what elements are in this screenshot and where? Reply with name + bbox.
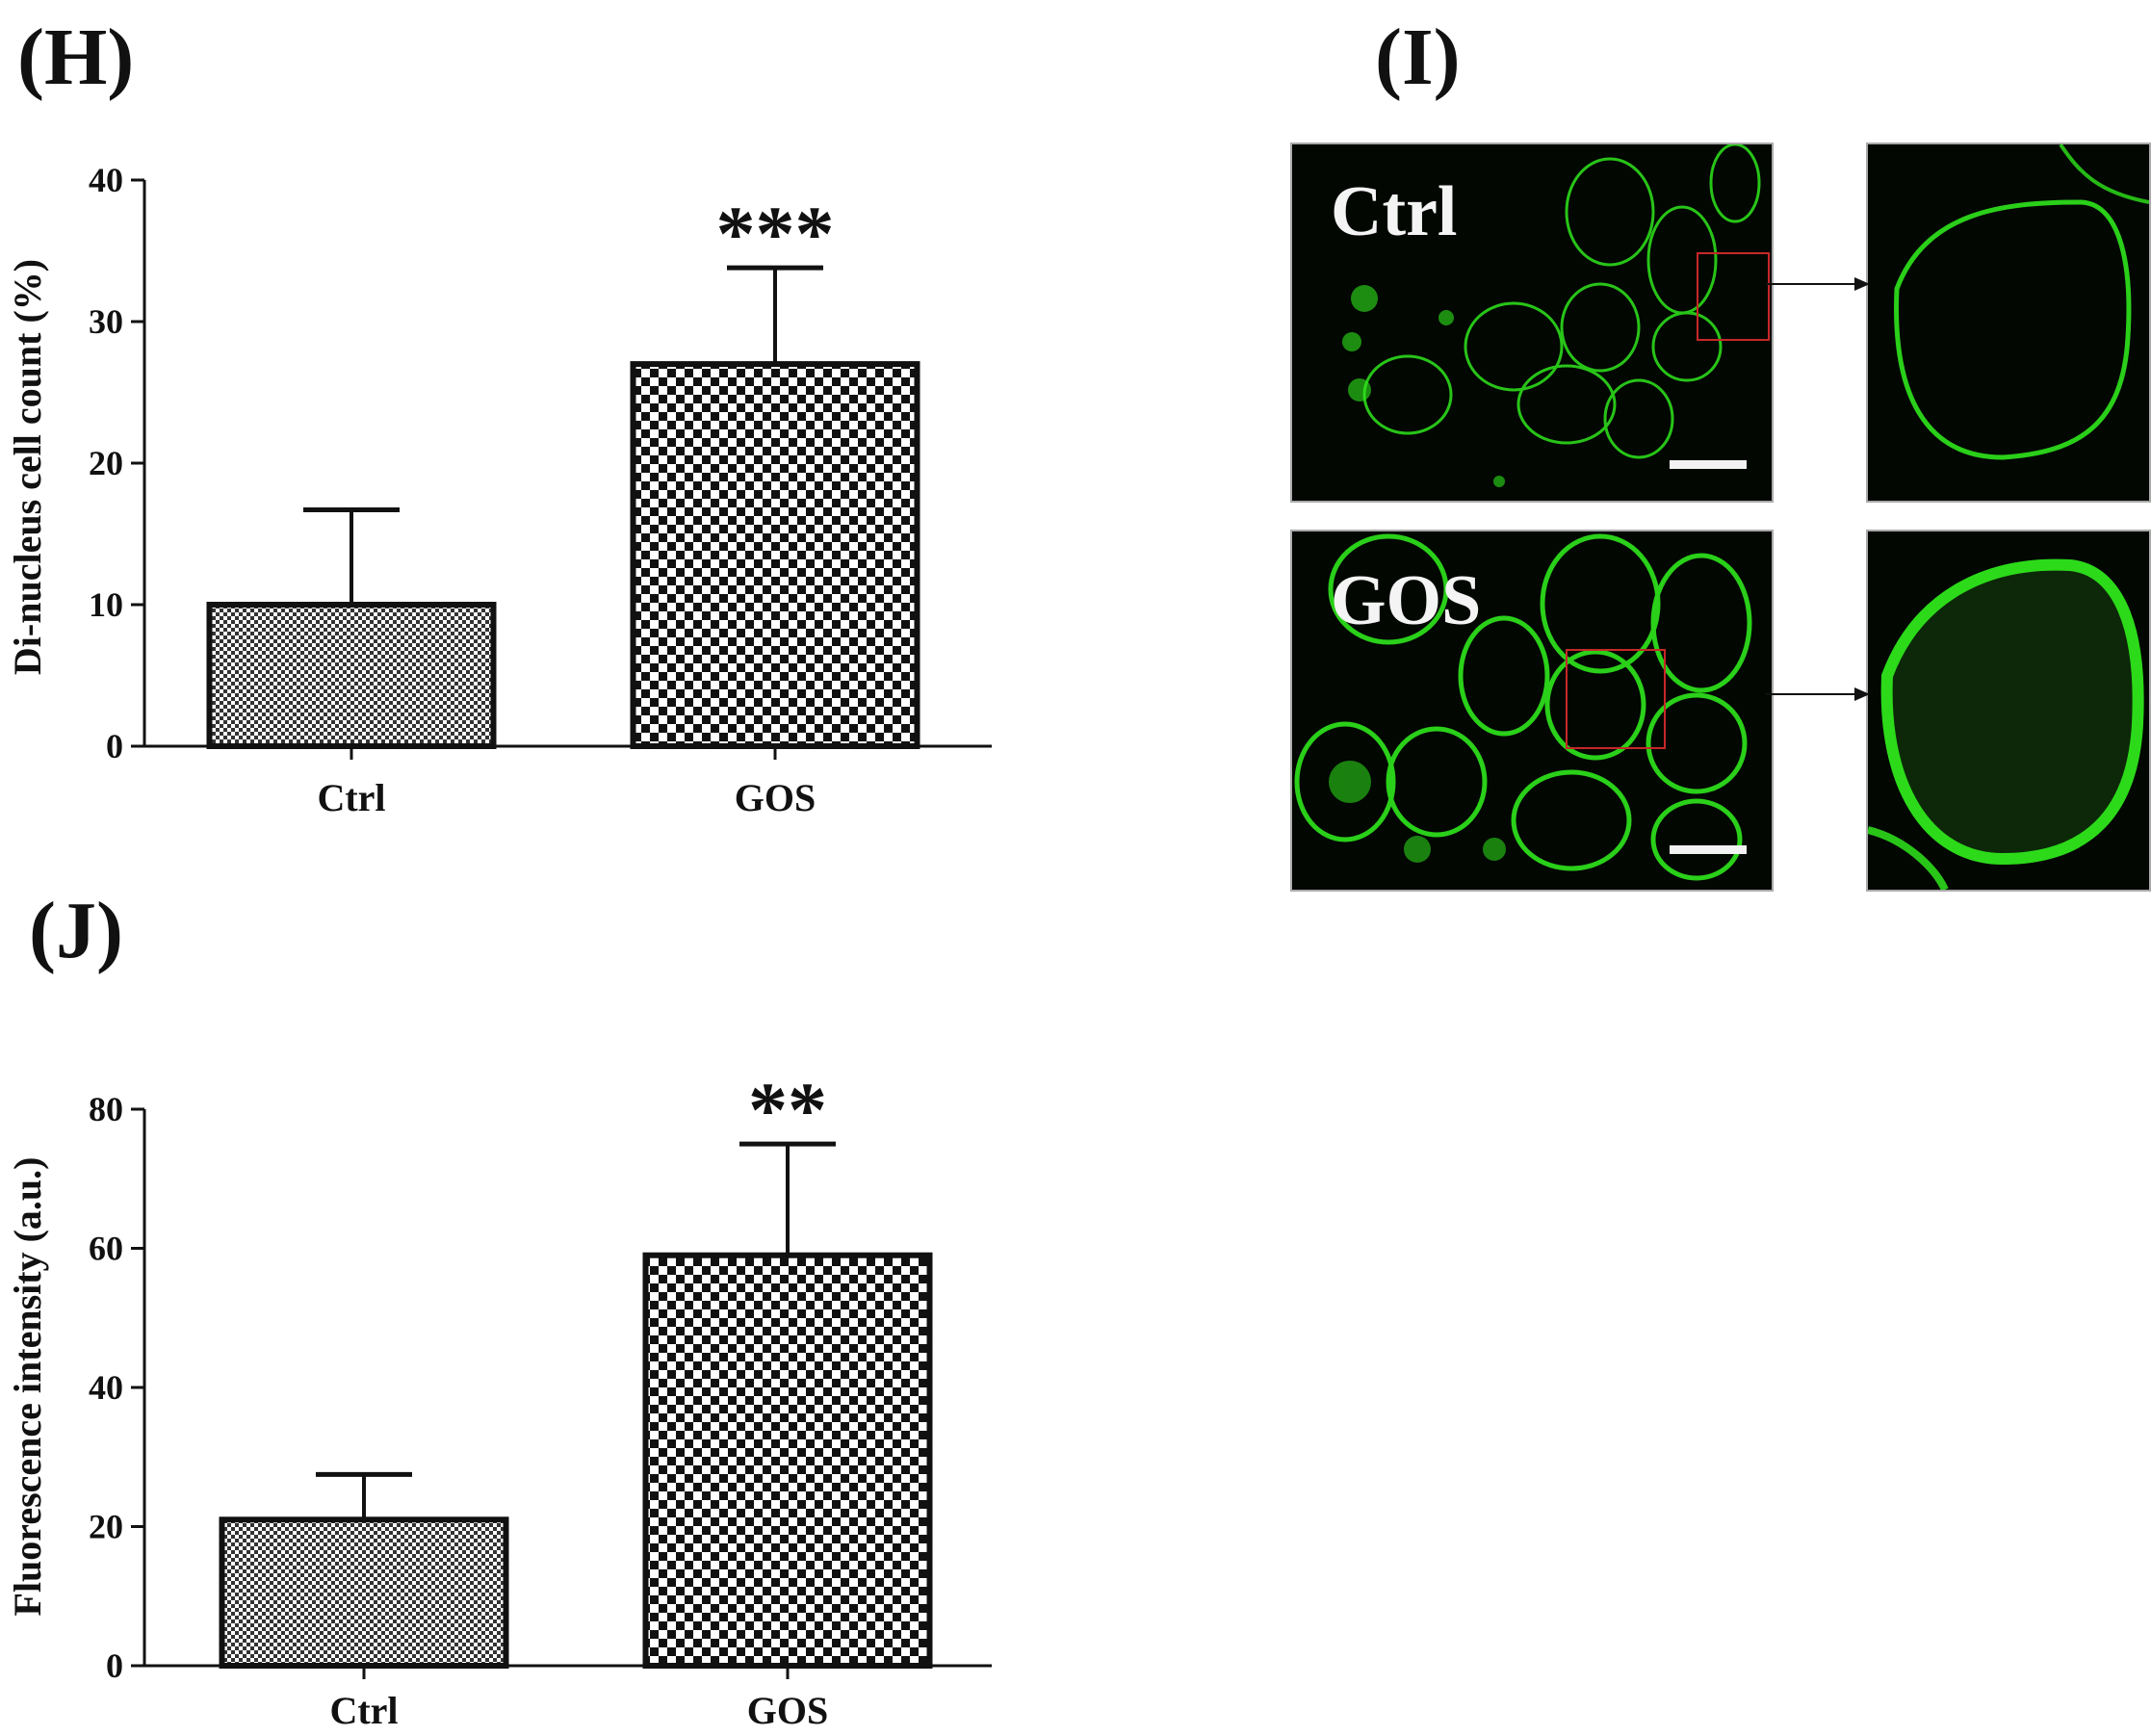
panel-label-h: (H) bbox=[17, 13, 135, 102]
y-tick-label: 40 bbox=[89, 161, 123, 199]
x-tick-label: Ctrl bbox=[329, 1689, 398, 1732]
y-tick-label: 20 bbox=[89, 1508, 123, 1546]
y-tick-label: 10 bbox=[89, 585, 123, 624]
y-axis-label: Fluorescence intensity (a.u.) bbox=[6, 1157, 49, 1617]
y-axis-label: Di-nucleus cell count (%) bbox=[6, 259, 49, 675]
cell-membrane-zoom-ctrl bbox=[1894, 144, 2149, 460]
x-tick-label: Ctrl bbox=[317, 776, 385, 819]
micrograph-label-gos: GOS bbox=[1331, 561, 1482, 640]
y-tick-label: 80 bbox=[89, 1090, 123, 1128]
scale-bar-ctrl bbox=[1670, 460, 1747, 469]
roi-box-gos bbox=[1566, 649, 1666, 749]
panel-label-i: (I) bbox=[1375, 13, 1461, 102]
cell-membrane-zoom-gos bbox=[1868, 558, 2144, 890]
bar-chart-h: 0 10 20 30 40 Di-nucleus cell count (%) Ctrl GO… bbox=[6, 161, 992, 819]
x-tick-label: GOS bbox=[735, 776, 816, 819]
zoom-arrow-gos bbox=[1766, 687, 1870, 701]
y-tick-label: 0 bbox=[106, 1646, 123, 1685]
cell-membrane-stain-ctrl bbox=[1342, 144, 1761, 487]
zoom-arrow-ctrl bbox=[1766, 277, 1870, 291]
cell-membrane-stain-gos bbox=[1294, 533, 1752, 881]
roi-box-ctrl bbox=[1697, 252, 1770, 341]
bar-gos bbox=[642, 1252, 933, 1669]
x-tick-label: GOS bbox=[747, 1689, 828, 1732]
y-tick-label: 30 bbox=[89, 302, 123, 341]
micrograph-gos: GOS bbox=[1290, 530, 1774, 892]
micrograph-label-ctrl: Ctrl bbox=[1331, 172, 1458, 251]
bar-ctrl bbox=[219, 1516, 509, 1669]
micrograph-gos-zoom bbox=[1866, 530, 2151, 892]
bar-chart-j: 0 20 40 60 80 Fluorescence intensity (a.u.) Ct… bbox=[6, 1066, 992, 1732]
y-tick-label: 40 bbox=[89, 1368, 123, 1407]
bar-ctrl bbox=[206, 602, 497, 749]
bar-gos bbox=[630, 361, 920, 749]
micrograph-ctrl: Ctrl bbox=[1290, 143, 1774, 503]
y-tick-label: 60 bbox=[89, 1230, 123, 1268]
significance-marker: *** bbox=[716, 190, 835, 277]
scale-bar-gos bbox=[1670, 845, 1747, 854]
panel-label-j: (J) bbox=[29, 886, 123, 975]
y-tick-label: 0 bbox=[106, 727, 123, 765]
significance-marker: ** bbox=[748, 1066, 827, 1153]
y-tick-label: 20 bbox=[89, 444, 123, 482]
micrograph-ctrl-zoom bbox=[1866, 143, 2151, 503]
